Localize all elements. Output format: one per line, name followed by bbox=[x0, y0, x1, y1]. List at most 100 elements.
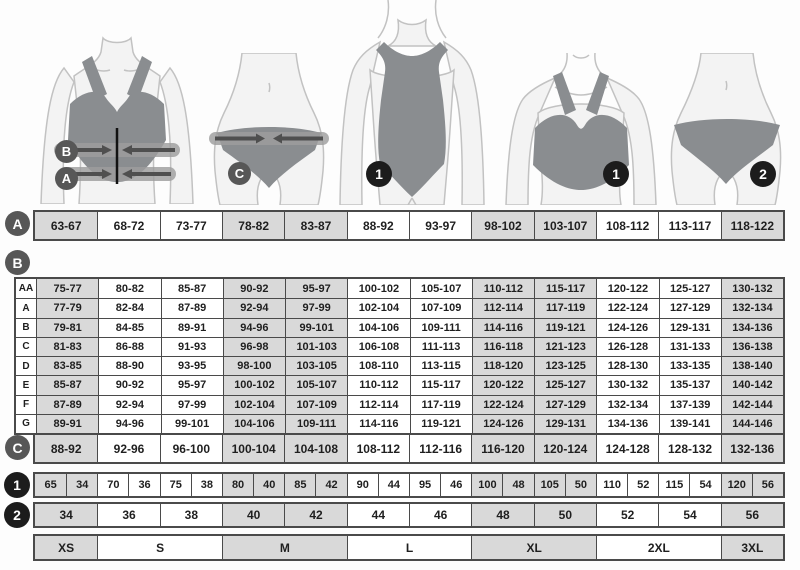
table-cell: 104-106 bbox=[347, 318, 410, 337]
table-cell: 109-111 bbox=[409, 318, 472, 337]
table-cell: 132-134 bbox=[596, 395, 659, 414]
table-cell: 100-102 bbox=[347, 279, 410, 299]
bust-line-badge: B bbox=[55, 140, 78, 163]
table-cell: 85 bbox=[284, 474, 316, 496]
table-cell: 104-106 bbox=[222, 414, 285, 433]
table-cell: 125-127 bbox=[658, 279, 721, 299]
table-cell: 144-146 bbox=[720, 414, 783, 433]
brief-size-row: 34 36 38 40 42 44 46 48 50 52 54 56 bbox=[33, 502, 785, 528]
table-cell: 120-122 bbox=[471, 376, 534, 395]
bra-size-badge: 1 bbox=[603, 161, 629, 187]
size-cell-S: S bbox=[97, 536, 222, 559]
table-cell: 122-124 bbox=[471, 395, 534, 414]
table-cell: 34 bbox=[66, 474, 98, 496]
hip-range-row: 88-92 92-96 96-100 100-104 104-108 108-112 112… bbox=[33, 433, 785, 464]
table-cell: 54 bbox=[658, 504, 721, 526]
table-cell: 48 bbox=[471, 504, 534, 526]
panty-measurement-figure bbox=[209, 53, 329, 205]
table-cell: 81-83 bbox=[36, 337, 99, 356]
table-cell: 88-90 bbox=[98, 357, 161, 376]
brief-size-badge: 2 bbox=[750, 161, 776, 187]
cup-row-header: G bbox=[16, 414, 36, 433]
table-cell: 54 bbox=[689, 474, 721, 496]
bra-measurement-figure bbox=[40, 36, 194, 204]
table-cell: 113-115 bbox=[409, 357, 472, 376]
cup-row-header: A bbox=[16, 299, 36, 318]
table-cell: 42 bbox=[284, 504, 347, 526]
table-cell: 133-135 bbox=[658, 357, 721, 376]
table-cell: 107-109 bbox=[409, 299, 472, 318]
table-cell: 79-81 bbox=[36, 318, 99, 337]
bust-by-cup-table: AA 75-77 80-82 85-87 90-92 95-97 100-102 105-10… bbox=[14, 277, 785, 435]
table-cell: 83-85 bbox=[36, 357, 99, 376]
table-cell: 127-129 bbox=[658, 299, 721, 318]
table-cell: 34 bbox=[35, 504, 98, 526]
table-cell: 101-103 bbox=[285, 337, 348, 356]
table-cell: 134-136 bbox=[596, 414, 659, 433]
table-cell: 80-82 bbox=[98, 279, 161, 299]
table-cell: 42 bbox=[315, 474, 347, 496]
table-cell: 137-139 bbox=[658, 395, 721, 414]
table-cell: 110-112 bbox=[471, 279, 534, 299]
size-cell-M: M bbox=[222, 536, 347, 559]
row-a-badge: A bbox=[5, 211, 30, 236]
table-cell: 44 bbox=[377, 474, 409, 496]
table-cell: 124-128 bbox=[595, 435, 659, 462]
table-cell: 50 bbox=[533, 504, 596, 526]
table-cell: 126-128 bbox=[596, 337, 659, 356]
table-cell: 63-67 bbox=[35, 212, 98, 239]
table-cell: 124-126 bbox=[596, 318, 659, 337]
cup-row-header: E bbox=[16, 376, 36, 395]
table-cell: 107-109 bbox=[285, 395, 348, 414]
size-cell-3XL: 3XL bbox=[720, 536, 783, 559]
table-cell: 105-107 bbox=[409, 279, 472, 299]
table-cell: 98-102 bbox=[471, 212, 534, 239]
table-cell: 103-105 bbox=[285, 357, 348, 376]
table-cell: 112-114 bbox=[471, 299, 534, 318]
table-cell: 40 bbox=[253, 474, 285, 496]
table-cell: 104-108 bbox=[284, 435, 347, 462]
table-cell: 127-129 bbox=[534, 395, 597, 414]
table-cell: 83-87 bbox=[284, 212, 347, 239]
table-cell: 129-131 bbox=[534, 414, 597, 433]
table-cell: 129-131 bbox=[658, 318, 721, 337]
table-cell: 89-91 bbox=[36, 414, 99, 433]
table-cell: 90-92 bbox=[98, 376, 161, 395]
table-cell: 88-92 bbox=[346, 212, 409, 239]
cup-row-D: D 83-85 88-90 93-95 98-100 103-105 108-110 113-… bbox=[16, 356, 783, 376]
cup-row-A: A 77-79 82-84 87-89 92-94 97-99 102-104 107-109… bbox=[16, 298, 783, 318]
table-cell: 128-132 bbox=[658, 435, 721, 462]
table-cell: 128-130 bbox=[596, 357, 659, 376]
table-cell: 44 bbox=[346, 504, 409, 526]
table-cell: 73-77 bbox=[159, 212, 222, 239]
table-cell: 131-133 bbox=[658, 337, 721, 356]
cup-row-E: E 85-87 90-92 95-97 100-102 105-107 110-112 115… bbox=[16, 375, 783, 395]
table-cell: 92-94 bbox=[98, 395, 161, 414]
table-cell: 92-94 bbox=[222, 299, 285, 318]
table-cell: 65 bbox=[35, 474, 67, 496]
table-cell: 121-123 bbox=[534, 337, 597, 356]
table-cell: 123-125 bbox=[534, 357, 597, 376]
table-cell: 96-100 bbox=[159, 435, 222, 462]
table-cell: 118-122 bbox=[720, 212, 783, 239]
table-cell: 115 bbox=[658, 474, 690, 496]
table-cell: 84-85 bbox=[98, 318, 161, 337]
table-cell: 82-84 bbox=[98, 299, 161, 318]
table-cell: 93-97 bbox=[408, 212, 472, 239]
table-cell: 75 bbox=[159, 474, 191, 496]
row-b-badge: B bbox=[5, 250, 30, 275]
table-cell: 56 bbox=[720, 504, 783, 526]
size-cell-XL: XL bbox=[471, 536, 596, 559]
table-cell: 119-121 bbox=[409, 414, 472, 433]
table-cell: 108-112 bbox=[595, 212, 659, 239]
table-cell: 77-79 bbox=[36, 299, 99, 318]
table-cell: 52 bbox=[595, 504, 659, 526]
table-cell: 136-138 bbox=[720, 337, 783, 356]
table-cell: 113-117 bbox=[658, 212, 721, 239]
table-cell: 116-120 bbox=[471, 435, 534, 462]
size-cell-2XL: 2XL bbox=[595, 536, 721, 559]
table-cell: 115-117 bbox=[409, 376, 472, 395]
table-cell: 48 bbox=[502, 474, 534, 496]
table-cell: 100-102 bbox=[222, 376, 285, 395]
